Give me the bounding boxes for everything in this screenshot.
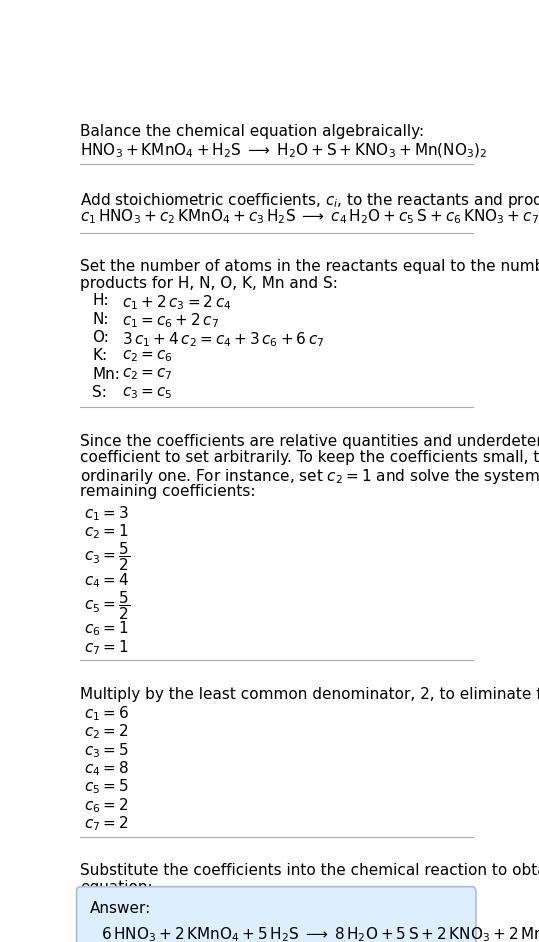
Text: equation:: equation: [80, 880, 153, 895]
Text: N:: N: [93, 312, 109, 327]
Text: $c_4 = 4$: $c_4 = 4$ [84, 571, 129, 590]
Text: $c_1 = 6$: $c_1 = 6$ [84, 705, 129, 723]
Text: $c_3 = \dfrac{5}{2}$: $c_3 = \dfrac{5}{2}$ [84, 541, 130, 574]
Text: Substitute the coefficients into the chemical reaction to obtain the balanced: Substitute the coefficients into the che… [80, 863, 539, 878]
Text: products for H, N, O, K, Mn and S:: products for H, N, O, K, Mn and S: [80, 276, 338, 291]
Text: $c_2 = 1$: $c_2 = 1$ [84, 522, 129, 541]
Text: Mn:: Mn: [93, 366, 120, 382]
Text: $c_3 = c_5$: $c_3 = c_5$ [122, 385, 172, 400]
Text: $c_2 = c_7$: $c_2 = c_7$ [122, 366, 172, 382]
Text: Balance the chemical equation algebraically:: Balance the chemical equation algebraica… [80, 124, 424, 138]
Text: coefficient to set arbitrarily. To keep the coefficients small, the arbitrary va: coefficient to set arbitrarily. To keep … [80, 450, 539, 465]
Text: $3\,c_1 + 4\,c_2 = c_4 + 3\,c_6 + 6\,c_7$: $3\,c_1 + 4\,c_2 = c_4 + 3\,c_6 + 6\,c_7… [122, 330, 324, 349]
Text: $c_2 = 2$: $c_2 = 2$ [84, 723, 129, 741]
Text: remaining coefficients:: remaining coefficients: [80, 484, 255, 499]
Text: $c_1 = c_6 + 2\,c_7$: $c_1 = c_6 + 2\,c_7$ [122, 312, 219, 331]
FancyBboxPatch shape [77, 886, 476, 942]
Text: $c_5 = \dfrac{5}{2}$: $c_5 = \dfrac{5}{2}$ [84, 590, 130, 622]
Text: $c_7 = 1$: $c_7 = 1$ [84, 638, 129, 657]
Text: $c_1\,\mathrm{HNO_3} + c_2\,\mathrm{KMnO_4} + c_3\,\mathrm{H_2S} \;\longrightarr: $c_1\,\mathrm{HNO_3} + c_2\,\mathrm{KMnO… [80, 208, 539, 226]
Text: K:: K: [93, 349, 108, 364]
Text: $c_1 + 2\,c_3 = 2\,c_4$: $c_1 + 2\,c_3 = 2\,c_4$ [122, 293, 231, 312]
Text: Set the number of atoms in the reactants equal to the number of atoms in the: Set the number of atoms in the reactants… [80, 259, 539, 274]
Text: $c_1 = 3$: $c_1 = 3$ [84, 504, 129, 523]
Text: $6\,\mathrm{HNO_3} + 2\,\mathrm{KMnO_4} + 5\,\mathrm{H_2S} \;\longrightarrow\; 8: $6\,\mathrm{HNO_3} + 2\,\mathrm{KMnO_4} … [101, 925, 539, 942]
Text: $c_7 = 2$: $c_7 = 2$ [84, 814, 129, 833]
Text: O:: O: [93, 330, 109, 345]
Text: $c_3 = 5$: $c_3 = 5$ [84, 741, 129, 759]
Text: Since the coefficients are relative quantities and underdetermined, choose a: Since the coefficients are relative quan… [80, 433, 539, 448]
Text: $c_6 = 1$: $c_6 = 1$ [84, 620, 129, 639]
Text: $c_5 = 5$: $c_5 = 5$ [84, 777, 129, 796]
Text: Answer:: Answer: [91, 901, 151, 917]
Text: Multiply by the least common denominator, 2, to eliminate fractional coefficient: Multiply by the least common denominator… [80, 687, 539, 702]
Text: ordinarily one. For instance, set $c_2 = 1$ and solve the system of equations fo: ordinarily one. For instance, set $c_2 =… [80, 467, 539, 486]
Text: Add stoichiometric coefficients, $c_i$, to the reactants and products:: Add stoichiometric coefficients, $c_i$, … [80, 190, 539, 209]
Text: H:: H: [93, 293, 109, 308]
Text: $c_4 = 8$: $c_4 = 8$ [84, 759, 129, 778]
Text: $c_2 = c_6$: $c_2 = c_6$ [122, 349, 172, 364]
Text: $\mathrm{HNO_3 + KMnO_4 + H_2S \;\longrightarrow\; H_2O + S + KNO_3 + Mn(NO_3)_2: $\mathrm{HNO_3 + KMnO_4 + H_2S \;\longri… [80, 141, 487, 160]
Text: S:: S: [93, 385, 107, 400]
Text: $c_6 = 2$: $c_6 = 2$ [84, 796, 129, 815]
